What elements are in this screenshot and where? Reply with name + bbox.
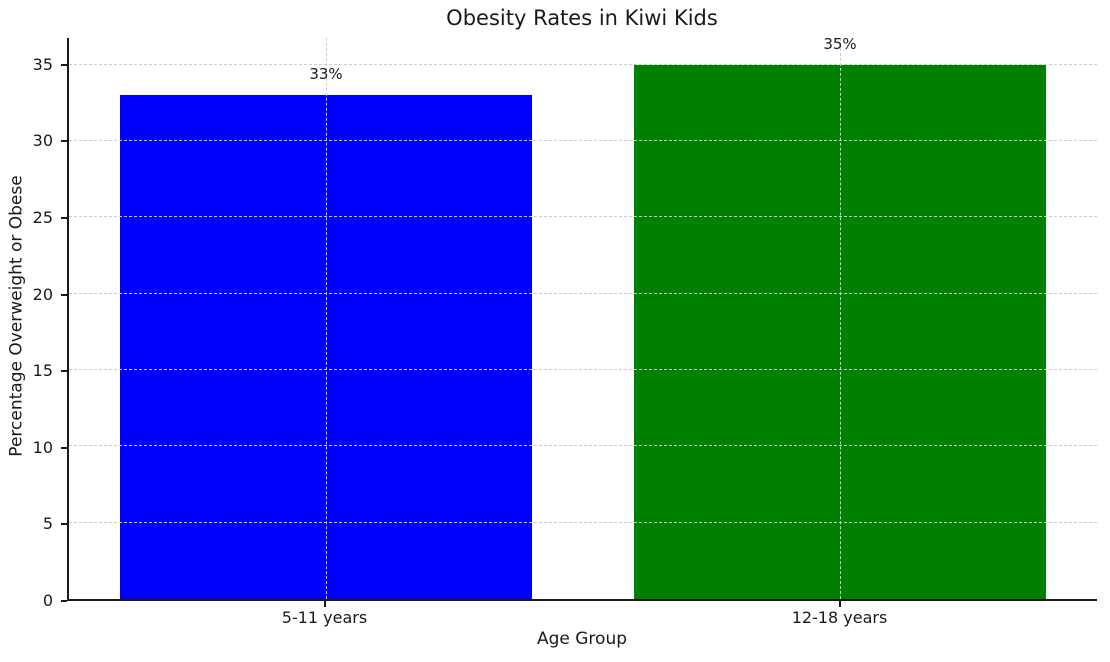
- horizontal-gridline: [69, 140, 1097, 142]
- y-tick-label: 25: [32, 208, 53, 228]
- bar-5-11-years: [120, 95, 532, 599]
- y-tick-mark: [61, 370, 67, 373]
- chart-title: Obesity Rates in Kiwi Kids: [446, 6, 718, 30]
- bar-12-18-years: [634, 64, 1046, 599]
- x-tick-mark: [838, 601, 841, 607]
- y-tick-mark: [61, 293, 67, 296]
- bar-value-label: 35%: [823, 34, 857, 53]
- horizontal-gridline: [69, 63, 1097, 65]
- x-tick-label-5-11-years: 5-11 years: [281, 608, 368, 627]
- x-axis: 5-11 years 12-18 years: [67, 601, 1097, 633]
- horizontal-gridline: [69, 292, 1097, 294]
- horizontal-gridline: [69, 369, 1097, 371]
- vertical-gridline: [840, 38, 841, 599]
- y-tick-mark: [61, 140, 67, 143]
- vertical-gridline: [326, 38, 327, 599]
- horizontal-gridline: [69, 216, 1097, 218]
- y-tick-label: 30: [32, 131, 53, 151]
- y-axis: 0 5 10 15 20 25 30 35: [0, 38, 67, 609]
- y-tick-mark: [61, 446, 67, 449]
- y-tick-mark: [61, 63, 67, 66]
- y-tick-label: 0: [42, 591, 53, 610]
- y-tick-label: 5: [42, 514, 53, 534]
- y-tick-mark: [61, 523, 67, 526]
- bar-value-label: 33%: [309, 65, 343, 84]
- y-tick-label: 35: [32, 54, 53, 74]
- y-tick-label: 15: [32, 361, 53, 381]
- horizontal-gridline: [69, 521, 1097, 523]
- x-axis-label: Age Group: [536, 629, 628, 649]
- y-tick-mark: [61, 217, 67, 220]
- y-tick-label: 20: [32, 284, 53, 304]
- y-tick-mark: [61, 600, 67, 602]
- y-tick-label: 10: [32, 437, 53, 457]
- horizontal-gridline: [69, 445, 1097, 447]
- plot-area: 33% 35%: [67, 34, 1097, 601]
- x-tick-mark: [323, 601, 326, 607]
- x-tick-label-12-18-years: 12-18 years: [791, 608, 888, 627]
